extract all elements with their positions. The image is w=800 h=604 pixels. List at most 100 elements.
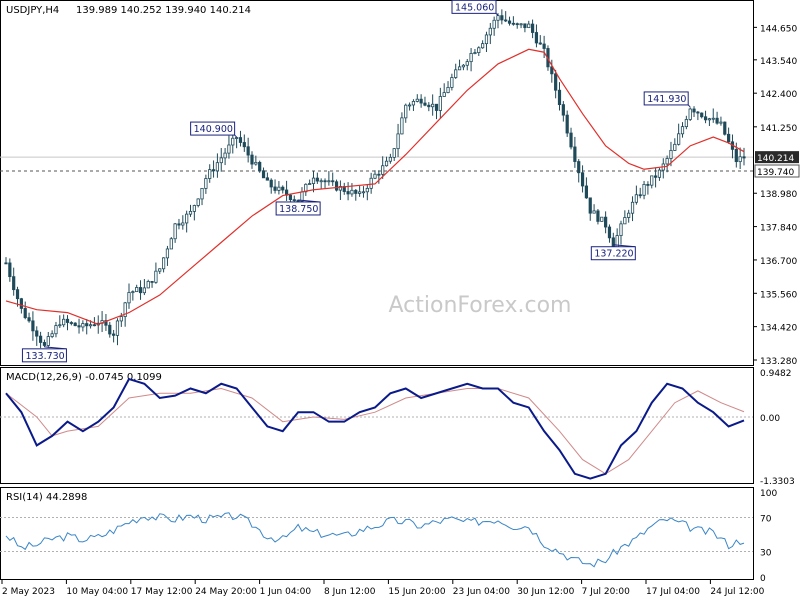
annotation-box bbox=[643, 91, 689, 106]
candle-body bbox=[19, 298, 23, 309]
candle-body bbox=[104, 320, 108, 326]
candle-body bbox=[477, 47, 481, 54]
candle-body bbox=[92, 324, 97, 327]
candle-body bbox=[58, 324, 62, 327]
candle-body bbox=[588, 197, 592, 214]
candle-body bbox=[423, 102, 427, 106]
candle-body bbox=[154, 270, 158, 283]
rsi-tick-label: 100 bbox=[760, 489, 777, 499]
candle-body bbox=[88, 324, 93, 327]
price-header-ohlc: 139.989 140.252 139.940 140.214 bbox=[76, 5, 251, 16]
candle-body bbox=[392, 148, 396, 158]
rsi-panel-frame bbox=[0, 487, 754, 580]
candle-body bbox=[69, 322, 73, 324]
candle-body bbox=[181, 222, 185, 226]
candle-body bbox=[50, 333, 54, 337]
candle-body bbox=[27, 317, 31, 322]
candlesticks bbox=[4, 9, 746, 349]
candle-body bbox=[419, 98, 423, 104]
rsi-line bbox=[5, 512, 745, 568]
candle-body bbox=[231, 137, 235, 146]
candle-body bbox=[434, 103, 439, 111]
candle-body bbox=[727, 133, 731, 143]
price-tick-label: 141.250 bbox=[760, 124, 797, 134]
candle-body bbox=[600, 216, 604, 222]
candle-body bbox=[219, 157, 223, 164]
candle-body bbox=[596, 210, 600, 222]
candle-body bbox=[361, 191, 366, 194]
candle-body bbox=[496, 15, 500, 21]
moving-average bbox=[5, 48, 745, 325]
time-tick-label: 2 May 2023 bbox=[2, 587, 55, 597]
candle-body bbox=[42, 342, 47, 346]
candle-body bbox=[492, 19, 496, 29]
candle-body bbox=[277, 186, 281, 191]
candle-body bbox=[507, 20, 512, 24]
candle-body bbox=[246, 146, 250, 156]
rsi-tick-label: 0 bbox=[760, 574, 766, 584]
candle-body bbox=[623, 217, 627, 225]
candle-body bbox=[577, 161, 581, 174]
annotation-label: 140.900 bbox=[194, 124, 233, 135]
candle-body bbox=[488, 27, 492, 36]
price-annotations: 133.730 140.900 138.750 145.060 137.220 141.9… bbox=[21, 0, 691, 363]
candle-body bbox=[8, 262, 12, 278]
candle-body bbox=[569, 132, 573, 148]
candle-body bbox=[580, 172, 585, 187]
candle-body bbox=[165, 248, 170, 259]
candle-body bbox=[192, 205, 196, 212]
candle-body bbox=[365, 187, 369, 193]
candle-body bbox=[561, 104, 565, 116]
candle-body bbox=[35, 330, 39, 337]
candle-body bbox=[461, 64, 466, 68]
candle-body bbox=[115, 320, 120, 336]
candle-body bbox=[523, 23, 527, 29]
candle-body bbox=[146, 281, 150, 289]
candle-body bbox=[388, 156, 392, 162]
candle-body bbox=[135, 287, 139, 293]
price-panel-frame bbox=[0, 0, 754, 366]
candle-body bbox=[669, 150, 673, 159]
candle-body bbox=[127, 292, 131, 304]
time-tick-label: 7 Jul 20:00 bbox=[582, 587, 631, 597]
price-tick-label: 135.560 bbox=[760, 290, 797, 300]
candle-body bbox=[185, 213, 189, 224]
candle-body bbox=[373, 173, 377, 179]
price-tick-label: 138.980 bbox=[760, 190, 797, 200]
candle-body bbox=[615, 235, 619, 249]
annotation-label: 137.220 bbox=[594, 249, 633, 260]
candle-body bbox=[377, 173, 381, 176]
candle-body bbox=[23, 308, 27, 319]
candle-body bbox=[227, 144, 231, 154]
candle-body bbox=[4, 262, 8, 265]
candle-body bbox=[331, 180, 335, 183]
candle-body bbox=[196, 198, 200, 206]
candle-body bbox=[12, 276, 16, 291]
price-axis: 144.650 143.540 142.400 141.250 140.214 139.7… bbox=[753, 24, 800, 367]
candle-body bbox=[542, 43, 546, 49]
candle-body bbox=[657, 169, 662, 178]
candle-body bbox=[77, 325, 81, 328]
price-tick-label: 136.700 bbox=[760, 257, 797, 267]
time-axis: 2 May 2023 10 May 04:00 17 May 12:00 24 May… bbox=[1, 580, 765, 597]
candle-body bbox=[481, 43, 485, 49]
candle-body bbox=[734, 148, 738, 163]
annotation-label: 145.060 bbox=[455, 2, 494, 13]
time-tick-label: 24 May 20:00 bbox=[195, 587, 257, 597]
candle-body bbox=[696, 111, 700, 114]
candle-body bbox=[457, 66, 462, 71]
candle-body bbox=[81, 323, 85, 328]
candle-body bbox=[465, 61, 469, 66]
time-tick-label: 24 Jul 12:00 bbox=[710, 587, 764, 597]
candle-body bbox=[108, 324, 112, 335]
candle-body bbox=[315, 177, 319, 182]
candle-body bbox=[454, 69, 458, 78]
candle-body bbox=[254, 161, 258, 165]
dashed-level-label: 139.740 bbox=[757, 168, 794, 178]
candle-body bbox=[31, 320, 35, 332]
candle-body bbox=[265, 177, 269, 181]
candle-body bbox=[238, 137, 243, 143]
price-tick-label: 134.420 bbox=[760, 324, 797, 334]
candle-body bbox=[208, 169, 212, 179]
candle-body bbox=[500, 15, 504, 21]
